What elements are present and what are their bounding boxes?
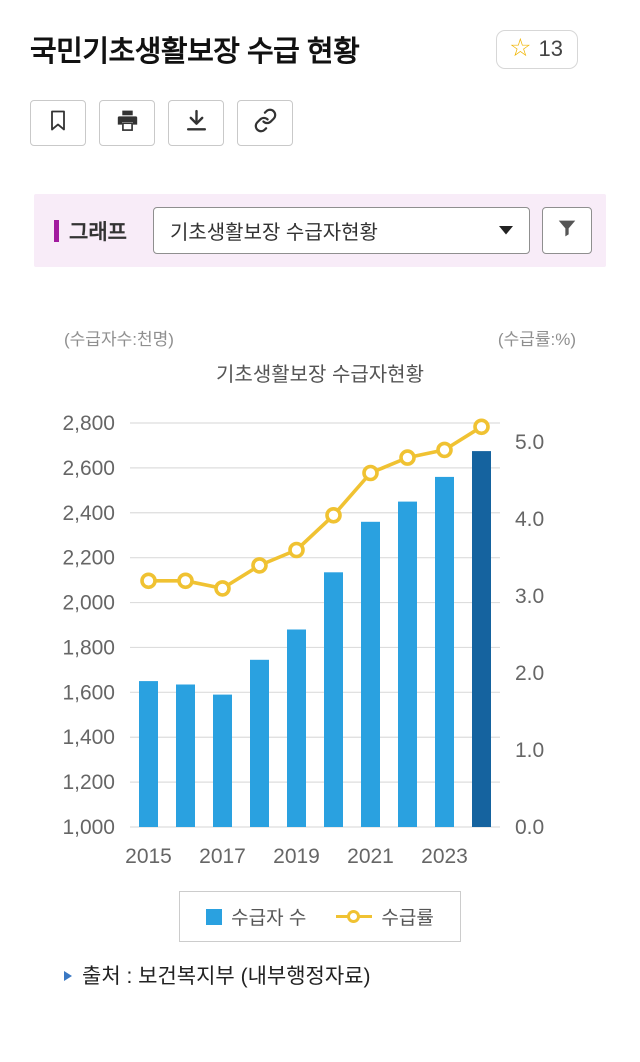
favorite-count: 13 (538, 35, 563, 61)
chart-legend: 수급자 수 수급률 (179, 891, 461, 942)
legend-item-bar: 수급자 수 (206, 903, 306, 930)
graph-panel: 그래프 기초생활보장 수급자현황 (34, 194, 606, 267)
filter-funnel-icon (556, 217, 578, 244)
toolbar (0, 100, 640, 146)
line-series-label: 수급률 (381, 908, 434, 929)
svg-text:1,800: 1,800 (62, 636, 115, 659)
combo-chart: 1,000 1,200 1,400 1,600 1,800 2,000 2,200 2,400… (62, 412, 544, 868)
legend-item-line: 수급률 (336, 903, 434, 930)
print-icon (114, 108, 141, 138)
left-axis-unit: (수급자수:천명) (64, 330, 174, 349)
svg-text:2,200: 2,200 (62, 547, 115, 570)
source-text: 출처 : 보건복지부 (내부행정자료) (82, 965, 371, 988)
accent-bar (54, 219, 59, 242)
copy-link-button[interactable] (237, 100, 293, 146)
svg-text:2,600: 2,600 (62, 457, 115, 480)
svg-text:1.0: 1.0 (515, 739, 544, 762)
svg-text:1,600: 1,600 (62, 681, 115, 704)
svg-text:0.0: 0.0 (515, 816, 544, 839)
svg-text:2019: 2019 (273, 845, 320, 868)
svg-text:1,000: 1,000 (62, 816, 115, 839)
favorite-button[interactable]: ☆ 13 (496, 29, 578, 69)
star-icon: ☆ (509, 34, 532, 62)
chevron-down-icon (499, 222, 513, 240)
svg-text:3.0: 3.0 (515, 585, 544, 608)
download-icon (184, 108, 209, 138)
right-axis-unit: (수급률:%) (497, 330, 576, 349)
svg-text:5.0: 5.0 (515, 431, 544, 454)
source-row: 출처 : 보건복지부 (내부행정자료) (64, 960, 640, 990)
bookmark-button[interactable] (30, 100, 86, 146)
svg-text:2015: 2015 (125, 845, 172, 868)
chart-select-value: 기초생활보장 수급자현황 (169, 222, 378, 244)
svg-text:4.0: 4.0 (515, 508, 544, 531)
bar-series-label: 수급자 수 (231, 908, 307, 929)
print-button[interactable] (99, 100, 155, 146)
graph-panel-label: 그래프 (69, 220, 127, 244)
svg-text:1,200: 1,200 (62, 771, 115, 794)
axis-units-row: (수급자수:천명) (수급률:%) (0, 325, 640, 350)
svg-text:2,000: 2,000 (62, 592, 115, 615)
header: 국민기초생활보장 수급 현황 ☆ 13 (0, 0, 640, 70)
svg-text:2.0: 2.0 (515, 662, 544, 685)
bookmark-icon (46, 107, 70, 139)
svg-text:2021: 2021 (347, 845, 394, 868)
svg-text:2023: 2023 (421, 845, 468, 868)
link-icon (252, 108, 279, 138)
svg-text:1,400: 1,400 (62, 726, 115, 749)
svg-text:2,400: 2,400 (62, 502, 115, 525)
source-triangle-icon (64, 971, 72, 981)
line-series-swatch (336, 910, 373, 923)
page-title: 국민기초생활보장 수급 현황 (30, 36, 360, 68)
chart-select-dropdown[interactable]: 기초생활보장 수급자현황 (152, 207, 530, 254)
bar-series-swatch (206, 908, 223, 925)
download-button[interactable] (168, 100, 224, 146)
svg-text:2017: 2017 (199, 845, 246, 868)
chart-title: 기초생활보장 수급자현황 (216, 364, 424, 386)
filter-button[interactable] (542, 207, 592, 254)
svg-text:2,800: 2,800 (62, 412, 115, 435)
